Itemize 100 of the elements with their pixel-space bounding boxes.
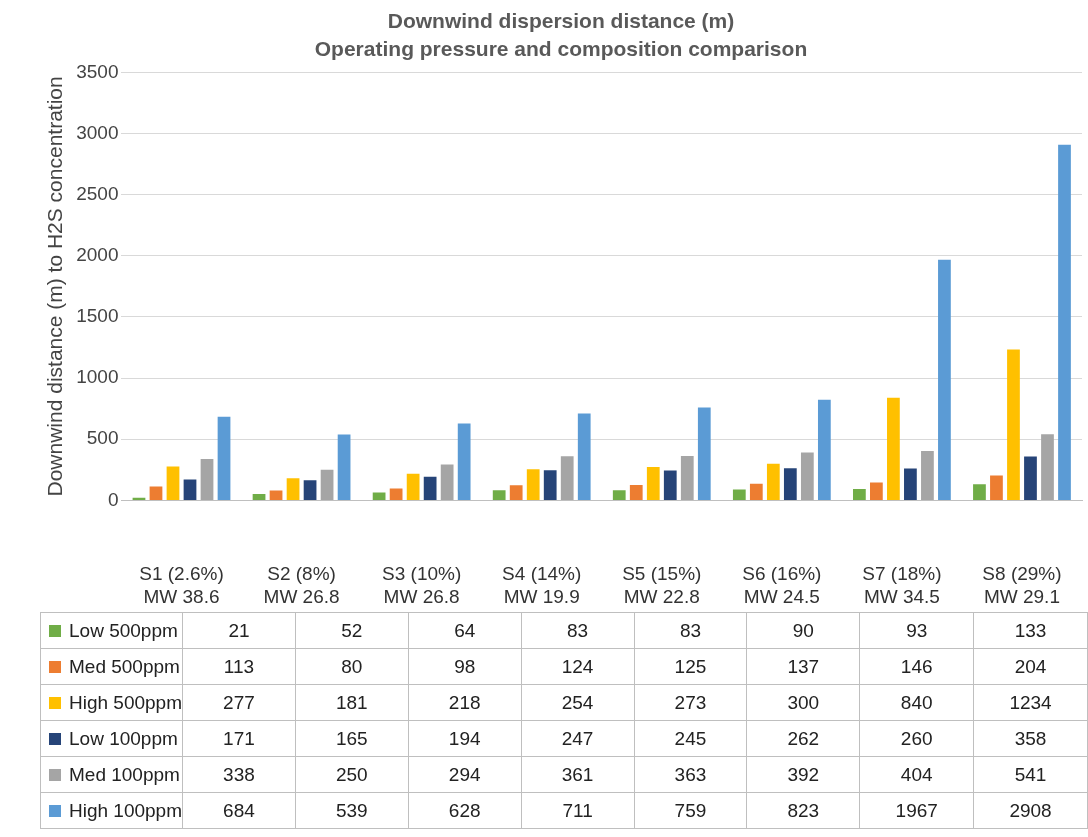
data-label: 245 (634, 720, 747, 757)
data-label: 262 (746, 720, 860, 757)
data-label: 823 (746, 792, 860, 829)
bar (423, 476, 437, 500)
data-label: 260 (859, 720, 974, 757)
data-label: 52 (295, 612, 409, 649)
data-label: 628 (408, 792, 522, 829)
data-label: 361 (521, 756, 635, 793)
bar (372, 492, 386, 500)
data-label: 840 (859, 684, 974, 721)
bar (1041, 434, 1054, 500)
bar (509, 485, 523, 500)
data-label: 181 (295, 684, 409, 721)
data-label: 759 (634, 792, 747, 829)
bar (183, 479, 197, 500)
x-tick-label: S6 (16%) MW 24.5 (742, 563, 822, 607)
data-label: 146 (859, 648, 974, 685)
bar (629, 485, 643, 500)
data-label: 204 (973, 648, 1088, 685)
data-label: 194 (408, 720, 522, 757)
data-label: 711 (521, 792, 635, 829)
bar (732, 489, 746, 500)
bar (252, 494, 266, 500)
y-tick-label: 1000 (76, 366, 119, 388)
bar (800, 452, 814, 500)
bar (612, 490, 626, 500)
bar (526, 469, 540, 500)
data-label: 133 (973, 612, 1088, 649)
data-label: 277 (182, 684, 296, 721)
x-tick-label: S1 (2.6%) MW 38.6 (139, 563, 224, 607)
data-label: 137 (746, 648, 860, 685)
data-label: 113 (182, 648, 296, 685)
data-label: 124 (521, 648, 635, 685)
bar (663, 470, 677, 500)
bar (853, 489, 866, 500)
data-label: 294 (408, 756, 522, 793)
bar (990, 475, 1003, 500)
legend-label: Low 100ppm (40, 720, 183, 757)
chart-title: Downwind dispersion distance (m) (387, 9, 735, 33)
bar (389, 488, 403, 500)
legend-label: High 500ppm (40, 684, 183, 721)
bar (1058, 144, 1071, 500)
legend-label: Med 500ppm (40, 648, 183, 685)
data-label: 80 (295, 648, 409, 685)
y-tick-label: 500 (86, 427, 119, 449)
bar (577, 413, 591, 500)
data-label: 1234 (973, 684, 1088, 721)
bar (766, 463, 780, 500)
data-label: 254 (521, 684, 635, 721)
y-tick-label: 2500 (76, 182, 119, 204)
data-label: 392 (746, 756, 860, 793)
legend-label: High 100ppm (40, 792, 183, 829)
data-label: 171 (182, 720, 296, 757)
bar (904, 468, 917, 500)
y-tick-label: 3000 (76, 121, 119, 143)
chart-subtitle: Operating pressure and composition comparison (314, 36, 808, 60)
data-label: 404 (859, 756, 974, 793)
bar (337, 434, 351, 500)
data-label: 83 (521, 612, 635, 649)
data-label: 64 (408, 612, 522, 649)
x-tick-label: S5 (15%) MW 22.8 (622, 563, 702, 607)
data-label: 165 (295, 720, 409, 757)
data-label: 358 (973, 720, 1088, 757)
bar (269, 490, 283, 500)
data-label: 273 (634, 684, 747, 721)
data-label: 300 (746, 684, 860, 721)
bar (1024, 456, 1037, 500)
bar (783, 468, 797, 500)
data-label: 541 (973, 756, 1088, 793)
y-tick-label: 2000 (76, 244, 119, 266)
bar (697, 407, 711, 500)
y-tick-label: 0 (107, 488, 119, 510)
bar (303, 480, 317, 500)
bar (320, 469, 334, 500)
y-tick-label: 1500 (76, 305, 119, 327)
data-label: 21 (182, 612, 296, 649)
data-label: 250 (295, 756, 409, 793)
y-tick-label: 3500 (76, 60, 119, 82)
data-label: 98 (408, 648, 522, 685)
bar (166, 466, 180, 500)
x-tick-label: S4 (14%) MW 19.9 (502, 563, 582, 607)
data-label: 2908 (973, 792, 1088, 829)
data-label: 125 (634, 648, 747, 685)
x-tick-label: S2 (8%) MW 26.8 (263, 563, 340, 607)
x-tick-label: S3 (10%) MW 26.8 (382, 563, 462, 607)
bar (457, 423, 471, 500)
bar (217, 416, 231, 500)
legend-label: Med 100ppm (40, 756, 183, 793)
bar (440, 464, 454, 500)
data-label: 83 (634, 612, 747, 649)
data-label: 363 (634, 756, 747, 793)
data-label: 539 (295, 792, 409, 829)
data-label: 218 (408, 684, 522, 721)
bar (680, 456, 694, 500)
bar (132, 497, 146, 500)
x-tick-label: S7 (18%) MW 34.5 (862, 563, 942, 607)
bar (921, 451, 934, 500)
bar (286, 478, 300, 500)
bar (973, 484, 986, 500)
bar (887, 397, 900, 500)
